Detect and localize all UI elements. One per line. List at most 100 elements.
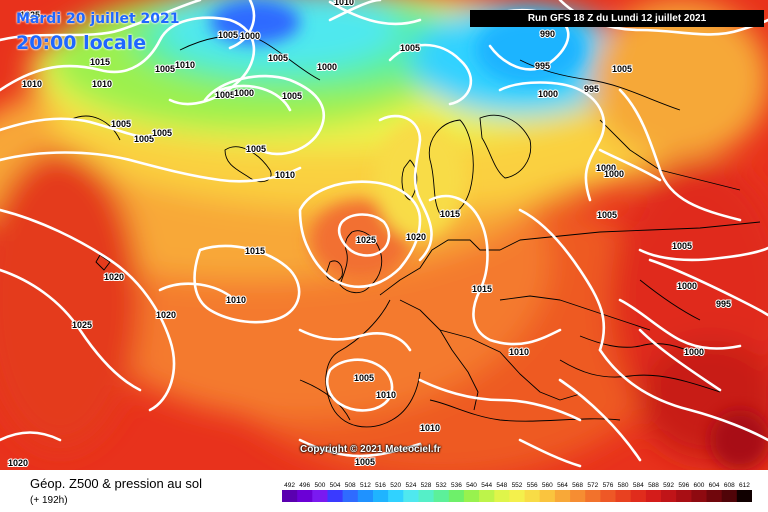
scale-tick-label: 584 — [633, 482, 644, 489]
isobar-label: 1005 — [354, 373, 374, 383]
scale-swatch — [570, 490, 586, 502]
isobar-label: 1005 — [672, 241, 692, 251]
scale-swatch — [615, 490, 632, 502]
isobar-label: 1005 — [597, 210, 617, 220]
isobar-label: 1005 — [282, 91, 302, 101]
scale-swatch — [479, 490, 495, 502]
scale-swatch — [297, 490, 313, 502]
scale-swatch — [509, 490, 525, 502]
scale-swatch — [554, 490, 571, 502]
isobar-label: 1010 — [509, 347, 529, 357]
legend-subtitle: (+ 192h) — [30, 495, 68, 506]
isobar-label: 1010 — [334, 0, 354, 7]
scale-tick-label: 520 — [390, 482, 401, 489]
scale-swatch — [661, 490, 677, 502]
isobar-label: 1000 — [604, 169, 624, 179]
scale-swatch — [600, 490, 616, 502]
scale-tick-label: 580 — [618, 482, 629, 489]
isobar-label: 995 — [716, 299, 731, 309]
scale-swatch — [645, 490, 662, 502]
isobar-label: 1015 — [245, 246, 265, 256]
isobar-label: 1015 — [90, 57, 110, 67]
isobar-label: 1025 — [356, 235, 376, 245]
isobar-label: 1000 — [538, 89, 558, 99]
isobar-label: 1010 — [175, 60, 195, 70]
isobar-label: 1000 — [677, 281, 697, 291]
run-info-banner: Run GFS 18 Z du Lundi 12 juillet 2021 — [470, 10, 764, 27]
isobar-label: 1005 — [400, 43, 420, 53]
scale-tick-label: 496 — [299, 482, 310, 489]
scale-tick-label: 600 — [693, 482, 704, 489]
isobar-label: 1005 — [155, 64, 175, 74]
isobar-label: 1005 — [612, 64, 632, 74]
copyright-notice: Copyright © 2021 Meteociel.fr — [300, 444, 441, 455]
scale-tick-label: 556 — [527, 482, 538, 489]
forecast-time: 20:00 locale — [16, 32, 147, 54]
isobar-label: 1000 — [684, 347, 704, 357]
scale-swatch — [585, 490, 601, 502]
scale-tick-label: 528 — [421, 482, 432, 489]
isobar-labels: 1025 1005 1000 1010 1015 1010 1010 1010 … — [7, 0, 732, 469]
isobar-label: 1010 — [226, 295, 246, 305]
scale-swatch — [373, 490, 389, 502]
isobar-label: 1005 — [218, 30, 238, 40]
isobar-label: 1005 — [111, 119, 131, 129]
isobar-label: 995 — [535, 61, 550, 71]
scale-tick-label: 564 — [557, 482, 568, 489]
scale-swatch — [357, 490, 374, 502]
isobar-label: 1000 — [596, 163, 616, 173]
isobar-label: 1015 — [472, 284, 492, 294]
scale-tick-label: 504 — [330, 482, 341, 489]
scale-swatch — [448, 490, 465, 502]
isobar-label: 1005 — [152, 128, 172, 138]
isobar-label: 1005 — [215, 90, 235, 100]
isobar-label: 1005 — [355, 457, 375, 467]
scale-tick-label: 540 — [466, 482, 477, 489]
scale-tick-label: 500 — [314, 482, 325, 489]
scale-tick-label: 612 — [739, 482, 750, 489]
isobar-label: 1025 — [20, 10, 40, 20]
scale-swatch — [463, 490, 480, 502]
scale-tick-label: 532 — [436, 482, 447, 489]
scale-tick-label: 560 — [542, 482, 553, 489]
scale-swatch — [418, 490, 435, 502]
isobars — [0, 0, 768, 468]
isobar-label: 1010 — [275, 170, 295, 180]
geopotential-map: 1025 1005 1000 1010 1015 1010 1010 1010 … — [0, 0, 768, 470]
scale-swatch — [630, 490, 647, 502]
scale-swatch — [433, 490, 450, 502]
scale-swatch — [282, 490, 298, 502]
scale-swatch — [736, 490, 752, 502]
isobar-label: 1010 — [92, 79, 112, 89]
scale-swatch — [706, 490, 723, 502]
scale-swatch — [312, 490, 328, 502]
scale-tick-label: 576 — [603, 482, 614, 489]
scale-tick-label: 516 — [375, 482, 386, 489]
scale-tick-label: 608 — [724, 482, 735, 489]
scale-tick-label: 596 — [678, 482, 689, 489]
scale-tick-label: 572 — [587, 482, 598, 489]
isobar-label: 1000 — [317, 62, 337, 72]
legend-title: Géop. Z500 & pression au sol — [30, 476, 202, 491]
scale-tick-label: 548 — [496, 482, 507, 489]
isobar-label: 1000 — [234, 88, 254, 98]
scale-tick-label: 604 — [709, 482, 720, 489]
scale-tick-label: 492 — [284, 482, 295, 489]
isobar-label: 1020 — [156, 310, 176, 320]
scale-tick-label: 552 — [512, 482, 523, 489]
scale-swatch — [539, 490, 556, 502]
isobar-label: 1025 — [72, 320, 92, 330]
scale-tick-label: 508 — [345, 482, 356, 489]
scale-tick-label: 524 — [405, 482, 416, 489]
isobar-label: 1020 — [406, 232, 426, 242]
scale-swatch — [388, 490, 404, 502]
isobar-label: 1010 — [22, 79, 42, 89]
scale-tick-label: 536 — [451, 482, 462, 489]
scale-swatch — [676, 490, 692, 502]
scale-swatch — [691, 490, 707, 502]
isobar-label: 1020 — [8, 458, 28, 468]
isobar-label: 1020 — [104, 272, 124, 282]
scale-swatch — [524, 490, 541, 502]
scale-tick-label: 544 — [481, 482, 492, 489]
